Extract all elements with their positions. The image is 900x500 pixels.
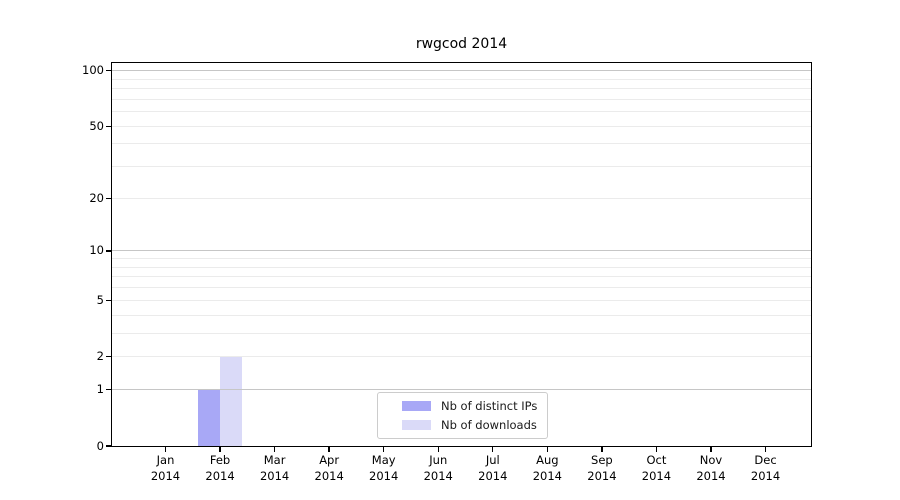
x-tick-year: 2014	[750, 468, 781, 483]
gridline-minor	[112, 166, 811, 168]
x-tick-month: Aug	[536, 453, 559, 467]
x-tick-year: 2014	[423, 468, 453, 483]
x-tick-label: Aug 2014	[515, 453, 579, 484]
y-tick-mark	[106, 250, 112, 252]
gridline-minor	[112, 125, 811, 127]
gridline-minor	[112, 258, 811, 260]
x-tick-mark	[273, 446, 276, 452]
gridline-minor	[112, 111, 811, 113]
y-tick-mark	[106, 355, 112, 358]
x-tick-label: Mar 2014	[243, 453, 307, 484]
x-tick-year: 2014	[205, 468, 235, 483]
x-tick-label: Oct 2014	[624, 453, 688, 484]
x-tick-month: May	[371, 453, 396, 467]
x-tick-label: Dec 2014	[734, 453, 798, 484]
gridline-minor	[112, 356, 811, 358]
x-tick-mark	[383, 446, 385, 452]
gridline-minor	[112, 287, 811, 289]
x-tick-label: Sep 2014	[570, 453, 634, 484]
x-tick-label: Jun 2014	[406, 453, 470, 484]
x-tick-mark	[164, 446, 167, 452]
legend-row: Nb of downloads	[402, 417, 537, 433]
x-tick-month: Dec	[754, 453, 777, 467]
y-tick-label: 10	[89, 243, 104, 258]
x-tick-year: 2014	[641, 468, 672, 483]
plot-area: Nb of distinct IPs Nb of downloads	[111, 62, 812, 447]
x-tick-month: Apr	[319, 453, 340, 467]
x-tick-mark	[601, 446, 603, 452]
bars-layer	[112, 63, 811, 446]
x-tick-label: Feb 2014	[188, 453, 252, 484]
x-tick-month: Oct	[646, 453, 667, 467]
y-tick-mark	[106, 197, 112, 200]
x-tick-label: Apr 2014	[297, 453, 361, 484]
x-tick-year: 2014	[259, 468, 290, 483]
x-tick-year: 2014	[314, 468, 344, 483]
x-tick-label: Nov 2014	[679, 453, 743, 484]
x-tick-year: 2014	[587, 468, 617, 483]
x-tick-mark	[710, 446, 712, 452]
x-tick-month: Jul	[485, 453, 500, 467]
x-tick-month: Nov	[699, 453, 723, 467]
gridline-minor	[112, 197, 811, 199]
y-tick-label: 5	[96, 292, 104, 307]
x-tick-month: Jan	[156, 453, 175, 467]
gridline-minor	[112, 299, 811, 301]
x-tick-mark	[492, 446, 494, 452]
gridline-minor	[112, 98, 811, 100]
x-tick-label: May 2014	[352, 453, 416, 484]
legend-swatch	[402, 420, 431, 430]
grid-layer	[112, 63, 811, 446]
y-tick-mark	[106, 299, 112, 301]
gridline-minor	[112, 88, 811, 90]
gridline-minor	[112, 332, 811, 334]
chart-title: rwgcod 2014	[415, 36, 508, 52]
x-tick-month: Feb	[209, 453, 231, 467]
x-tick-year: 2014	[369, 468, 399, 483]
y-tick-mark	[106, 69, 112, 72]
legend-row: Nb of distinct IPs	[402, 398, 537, 414]
y-tick-label: 1	[96, 382, 104, 397]
bar-feb-series0	[198, 389, 221, 446]
y-tick-label: 2	[96, 349, 104, 364]
y-tick-label: 50	[89, 118, 104, 133]
legend-swatch	[402, 401, 431, 411]
bar-feb-series1	[220, 356, 242, 446]
y-tick-mark	[106, 445, 112, 447]
x-tick-mark	[437, 446, 439, 452]
x-tick-year: 2014	[532, 468, 562, 483]
y-tick-label: 100	[82, 63, 104, 78]
gridline-major	[112, 70, 811, 72]
x-tick-mark	[219, 446, 221, 452]
y-tick-label: 0	[96, 438, 104, 453]
gridline-major	[112, 389, 811, 391]
gridline-minor	[112, 143, 811, 145]
gridline-minor	[112, 78, 811, 80]
legend-label: Nb of downloads	[441, 418, 537, 432]
x-tick-mark	[546, 446, 549, 452]
y-tick-label: 20	[89, 190, 104, 205]
x-tick-mark	[655, 446, 658, 452]
x-tick-label: Jan 2014	[134, 453, 198, 484]
legend: Nb of distinct IPs Nb of downloads	[377, 392, 549, 439]
x-tick-month: Mar	[263, 453, 286, 467]
x-tick-year: 2014	[478, 468, 508, 483]
x-tick-year: 2014	[150, 468, 181, 483]
x-tick-mark	[328, 446, 330, 452]
legend-label: Nb of distinct IPs	[441, 399, 538, 413]
x-tick-month: Jun	[429, 453, 448, 467]
x-tick-month: Sep	[591, 453, 613, 467]
gridline-minor	[112, 314, 811, 316]
gridline-minor	[112, 276, 811, 278]
gridline-major	[112, 250, 811, 252]
y-tick-mark	[106, 125, 112, 127]
gridline-minor	[112, 266, 811, 268]
x-tick-label: Jul 2014	[461, 453, 525, 484]
x-tick-year: 2014	[696, 468, 726, 483]
y-tick-mark	[106, 388, 112, 391]
x-tick-mark	[764, 446, 767, 452]
